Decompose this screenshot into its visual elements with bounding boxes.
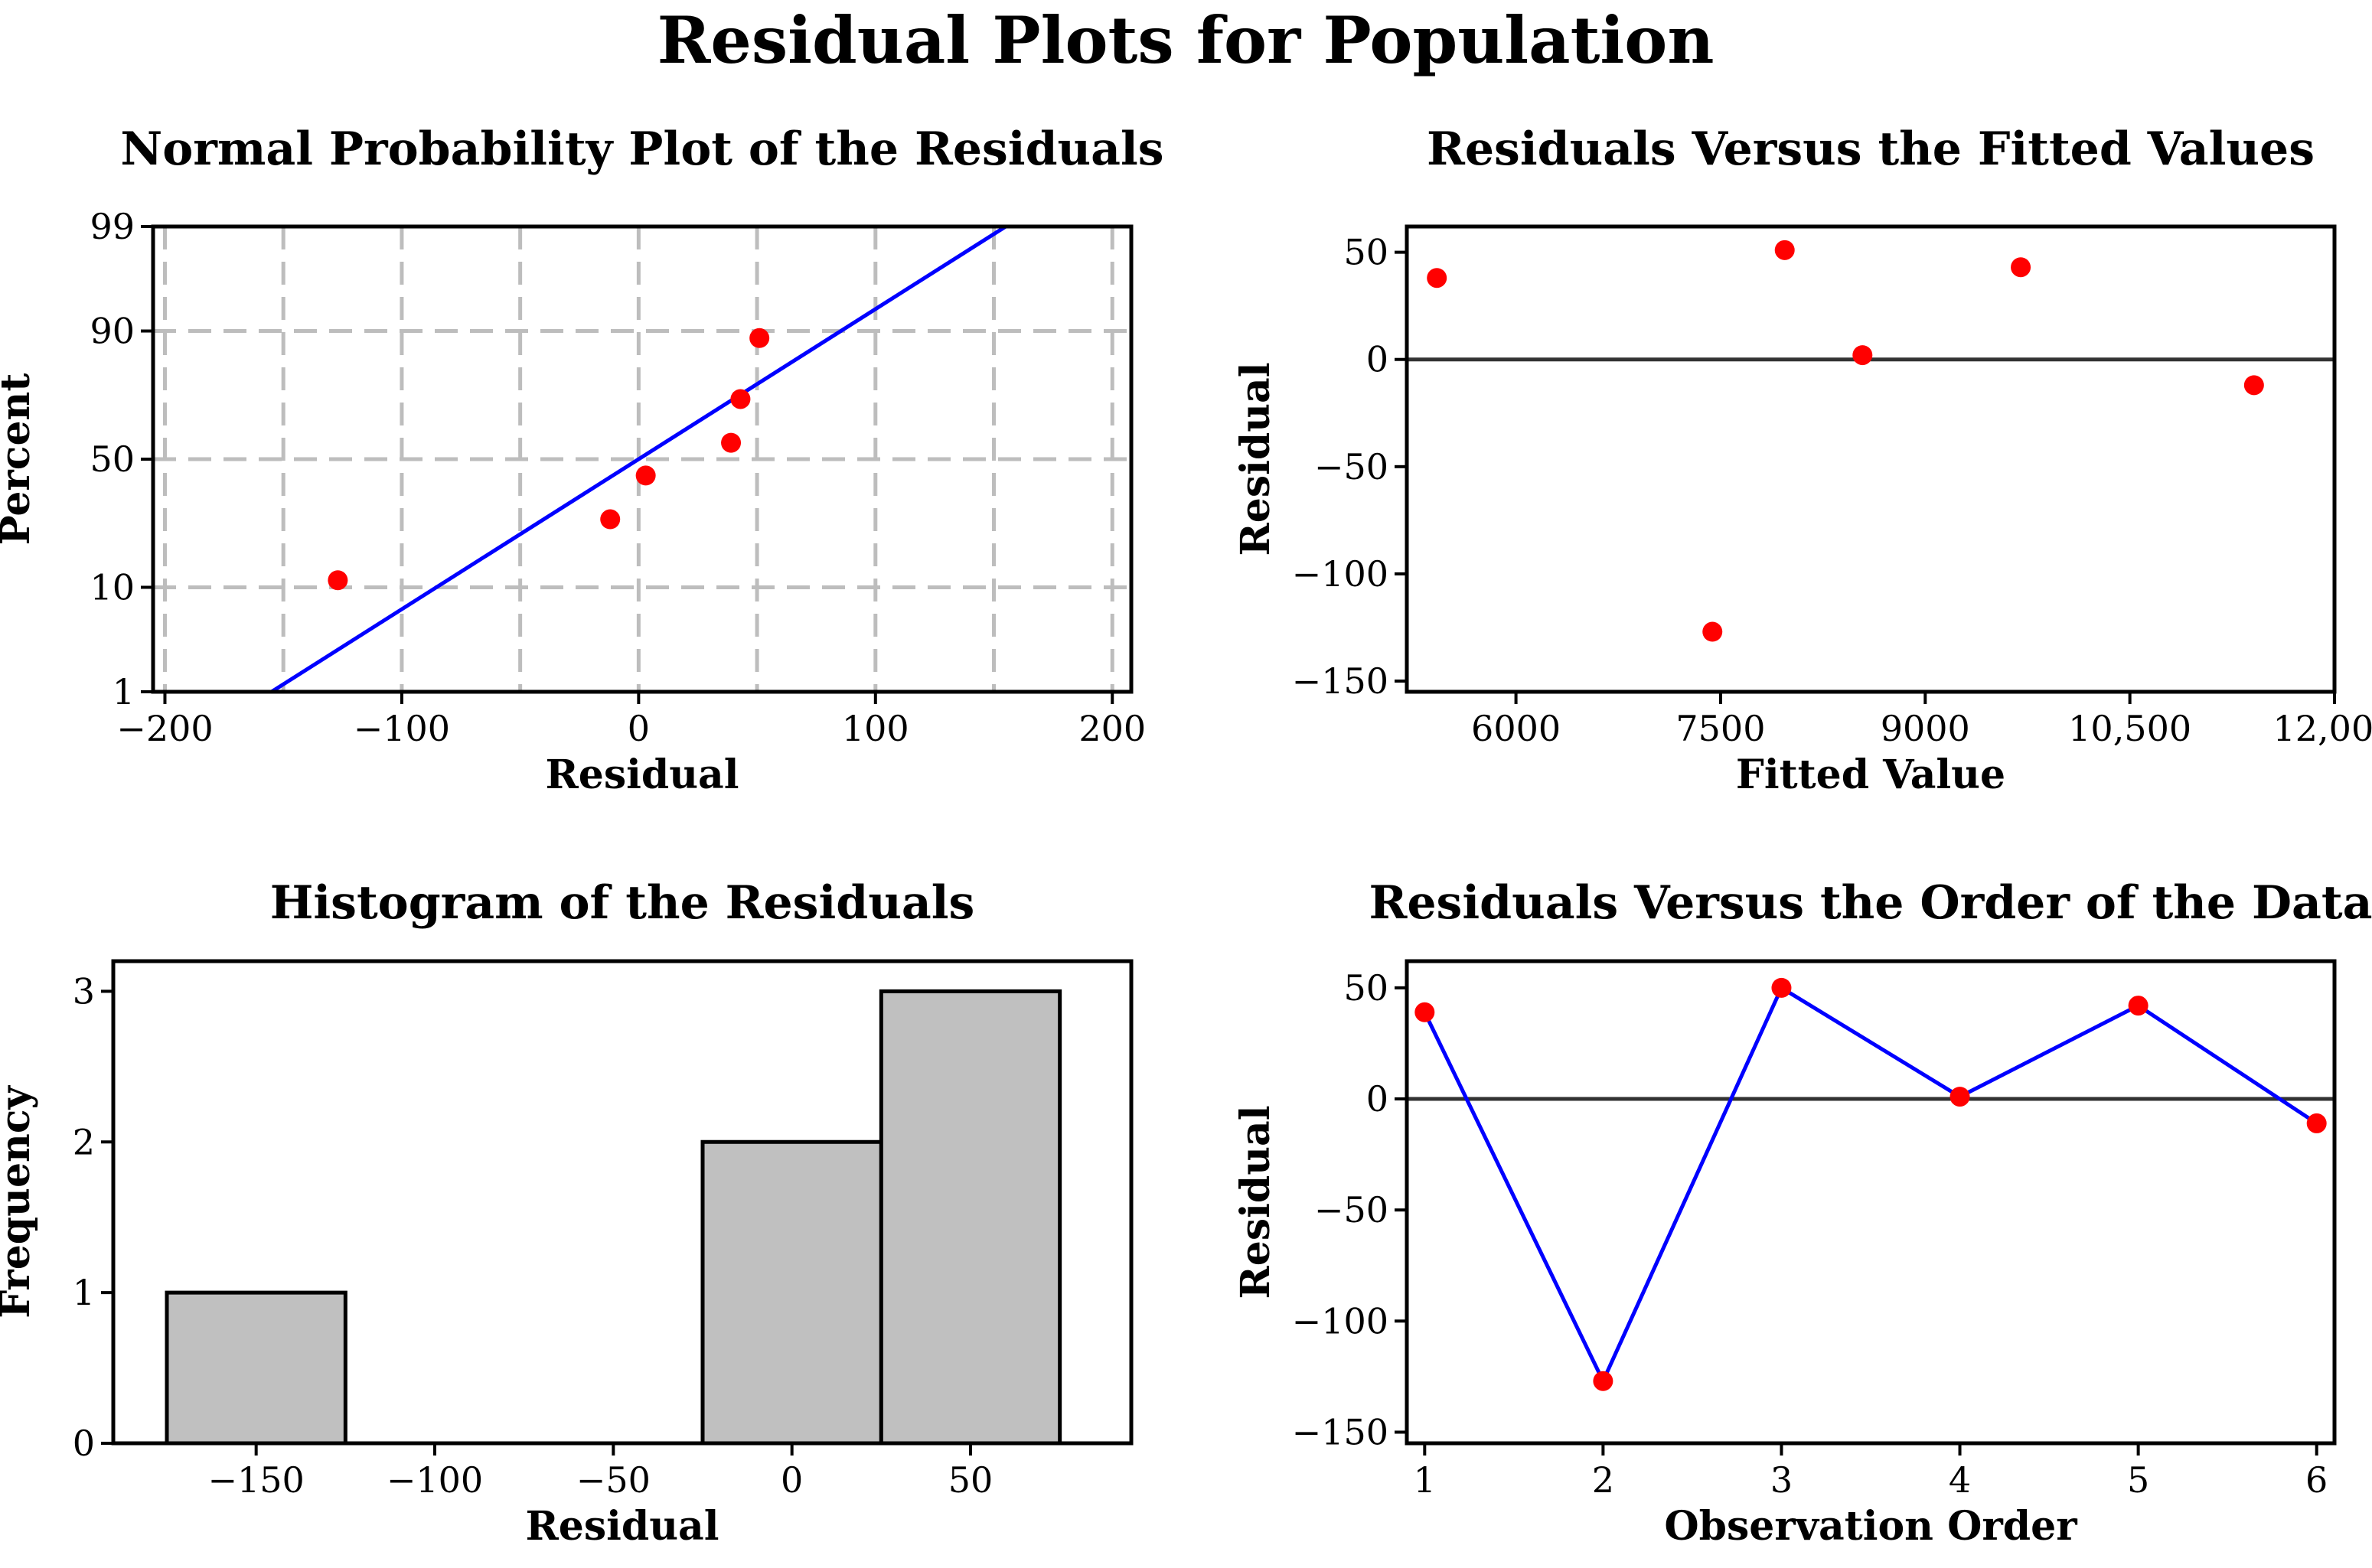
chart-title: Normal Probability Plot of the Residuals (120, 122, 1163, 176)
plot-frame (1405, 224, 2337, 694)
data-point (721, 432, 742, 453)
y-axis-label: Residual (1232, 1106, 1279, 1299)
x-axis-label: Residual (546, 751, 739, 798)
data-point (600, 509, 621, 530)
y-axis-label: Residual (1232, 363, 1279, 556)
x-tick-label: 0 (781, 1459, 803, 1501)
y-tick-label: 50 (1343, 232, 1388, 273)
x-axis-label: Fitted Value (1736, 751, 2005, 798)
y-tick-label: 50 (90, 438, 135, 480)
x-tick-label: 0 (628, 708, 650, 749)
plot-frame (1405, 959, 2337, 1446)
data-point (1949, 1087, 1970, 1107)
panel-npp: Normal Probability Plot of the Residuals… (0, 122, 1164, 798)
x-tick-label: 2 (1592, 1459, 1614, 1501)
histogram-bar (165, 1290, 347, 1446)
fit-line (270, 224, 1007, 694)
x-tick-label: −150 (207, 1459, 304, 1501)
x-tick-label: 12,000 (2273, 708, 2372, 749)
data-point (730, 389, 751, 409)
y-tick-label: 99 (90, 206, 135, 247)
x-tick-label: 50 (948, 1459, 993, 1501)
y-tick-label: 0 (1366, 339, 1388, 380)
data-point (1593, 1371, 1613, 1391)
data-point (1852, 345, 1873, 366)
x-tick-label: 9000 (1881, 708, 1970, 749)
y-tick-label: 0 (73, 1423, 95, 1464)
series-line (1423, 985, 2318, 1386)
data-point (2128, 996, 2149, 1016)
data-point (2011, 257, 2031, 278)
x-tick-label: 200 (1078, 708, 1146, 749)
x-tick-label: 6000 (1471, 708, 1561, 749)
y-axis-label: Percent (0, 373, 39, 546)
x-tick-label: 5 (2127, 1459, 2149, 1501)
data-point (1427, 268, 1447, 288)
x-tick-label: 6 (2305, 1459, 2328, 1501)
x-tick-label: −200 (116, 708, 213, 749)
x-tick-label: −100 (387, 1459, 483, 1501)
histogram-bar (879, 989, 1062, 1446)
x-tick-label: 100 (842, 708, 909, 749)
y-tick-label: −100 (1292, 1300, 1388, 1341)
x-tick-label: 1 (1414, 1459, 1436, 1501)
y-tick-label: −50 (1314, 446, 1388, 487)
data-point (1414, 1002, 1435, 1022)
y-tick-label: −100 (1292, 553, 1388, 595)
data-point (1702, 621, 1723, 642)
x-axis-label: Residual (526, 1503, 719, 1550)
y-tick-label: −150 (1292, 660, 1388, 702)
data-point (328, 570, 348, 591)
y-tick-label: 10 (90, 566, 135, 608)
data-point (749, 328, 770, 348)
x-tick-label: 3 (1770, 1459, 1793, 1501)
y-tick-label: −150 (1292, 1411, 1388, 1452)
data-point (2306, 1113, 2327, 1133)
y-tick-label: 0 (1366, 1078, 1388, 1120)
chart-title: Residuals Versus the Fitted Values (1427, 122, 2315, 176)
x-tick-label: 7500 (1675, 708, 1765, 749)
x-tick-label: −100 (354, 708, 450, 749)
panel-fitted: Residuals Versus the Fitted Values Fitted… (1232, 122, 2372, 798)
x-tick-label: −50 (576, 1459, 651, 1501)
x-tick-label: 10,500 (2068, 708, 2191, 749)
panel-order: Residuals Versus the Order of the Data Ob… (1232, 876, 2372, 1550)
y-tick-label: 1 (113, 671, 135, 712)
chart-title: Histogram of the Residuals (270, 876, 975, 930)
panel-hist: Histogram of the Residuals Residual Freque… (0, 876, 1134, 1550)
histogram-bar (700, 1139, 883, 1446)
data-point (1771, 977, 1792, 998)
x-tick-label: 4 (1949, 1459, 1971, 1501)
x-axis-label: Observation Order (1664, 1503, 2077, 1550)
chart-title: Residuals Versus the Order of the Data (1369, 876, 2372, 930)
data-point (635, 465, 656, 486)
y-tick-label: 1 (73, 1272, 95, 1313)
y-tick-label: 50 (1343, 967, 1388, 1009)
y-tick-label: 2 (73, 1121, 95, 1162)
y-tick-label: −50 (1314, 1189, 1388, 1231)
y-tick-label: 90 (90, 311, 135, 352)
plot-frame (111, 959, 1134, 1446)
data-point (1774, 240, 1795, 260)
y-tick-label: 3 (73, 970, 95, 1012)
data-point (2243, 375, 2264, 396)
chart-panels: Normal Probability Plot of the Residuals… (0, 122, 2372, 1550)
main-title: Residual Plots for Population (657, 2, 1715, 78)
y-axis-label: Frequency (0, 1085, 39, 1319)
